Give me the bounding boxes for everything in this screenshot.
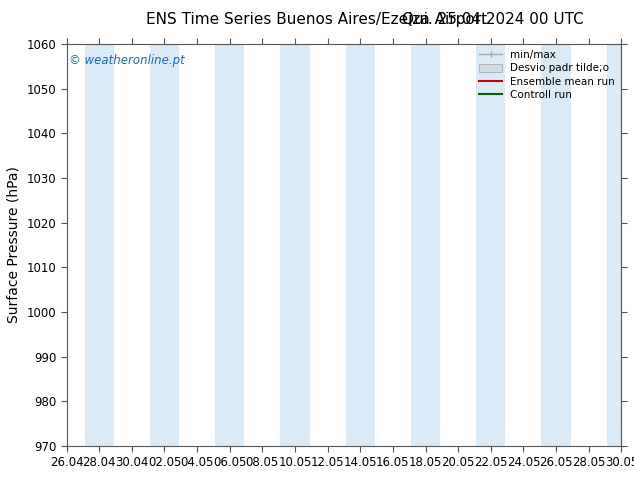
Y-axis label: Surface Pressure (hPa): Surface Pressure (hPa) [7,167,21,323]
Text: Qui. 25.04.2024 00 UTC: Qui. 25.04.2024 00 UTC [401,12,583,27]
Text: ENS Time Series Buenos Aires/Ezeiza Airport: ENS Time Series Buenos Aires/Ezeiza Airp… [146,12,488,27]
Bar [541,44,571,446]
Legend: min/max, Desvio padr tilde;o, Ensemble mean run, Controll run: min/max, Desvio padr tilde;o, Ensemble m… [475,46,619,104]
Bar [346,44,375,446]
Text: © weatheronline.pt: © weatheronline.pt [69,54,185,67]
Bar [476,44,505,446]
Bar [84,44,114,446]
Bar [607,44,634,446]
Bar [150,44,179,446]
Bar [280,44,309,446]
Bar [411,44,440,446]
Bar [215,44,245,446]
